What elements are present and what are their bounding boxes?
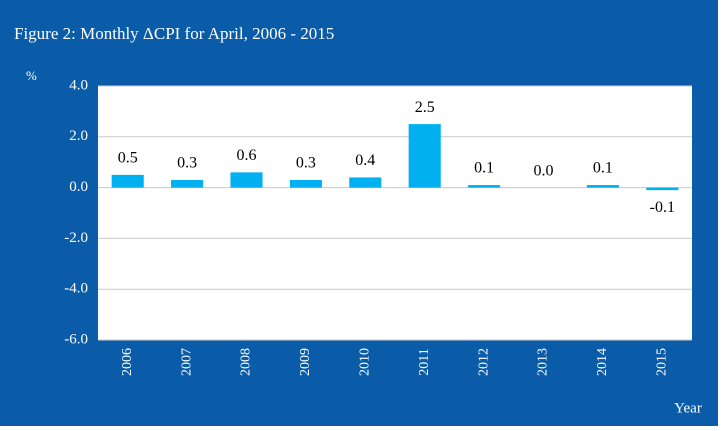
- bar: [468, 185, 501, 188]
- y-tick-label: 4.0: [69, 77, 88, 93]
- data-label: 0.6: [237, 147, 257, 164]
- bar: [230, 172, 263, 188]
- y-tick-label: -6.0: [64, 331, 88, 347]
- data-label: 0.1: [474, 160, 494, 177]
- y-axis-label: %: [26, 68, 37, 83]
- x-tick-label: 2007: [179, 348, 194, 376]
- data-label: 0.3: [177, 155, 197, 172]
- data-label: 0.1: [593, 160, 613, 177]
- x-tick-label: 2011: [417, 348, 432, 375]
- bar: [646, 187, 679, 191]
- bar: [111, 174, 144, 188]
- data-label: 2.5: [415, 99, 435, 116]
- x-tick-label: 2013: [536, 348, 551, 376]
- bar: [408, 124, 441, 188]
- bar: [171, 179, 204, 188]
- data-label: 0.4: [355, 152, 375, 169]
- y-tick-label: -4.0: [64, 281, 88, 297]
- y-tick-label: -2.0: [64, 230, 88, 246]
- bar: [586, 185, 619, 188]
- x-tick-label: 2014: [595, 348, 610, 376]
- x-tick-label: 2015: [655, 348, 670, 376]
- bar: [289, 179, 322, 188]
- data-label: 0.5: [118, 150, 138, 167]
- x-axis-label: Year: [674, 400, 702, 416]
- x-tick-label: 2008: [239, 348, 254, 376]
- x-tick-label: 2009: [298, 348, 313, 376]
- y-tick-label: 0.0: [69, 179, 88, 195]
- plot-area: [98, 86, 692, 340]
- x-tick-label: 2012: [476, 348, 491, 376]
- x-tick-label: 2010: [358, 348, 373, 376]
- data-label: 0.0: [534, 162, 554, 179]
- data-label: 0.3: [296, 155, 316, 172]
- data-label: -0.1: [650, 199, 675, 216]
- y-tick-label: 2.0: [69, 128, 88, 144]
- x-tick-label: 2006: [120, 348, 135, 376]
- bar: [349, 177, 382, 188]
- chart-title: Figure 2: Monthly ΔCPI for April, 2006 -…: [14, 24, 334, 43]
